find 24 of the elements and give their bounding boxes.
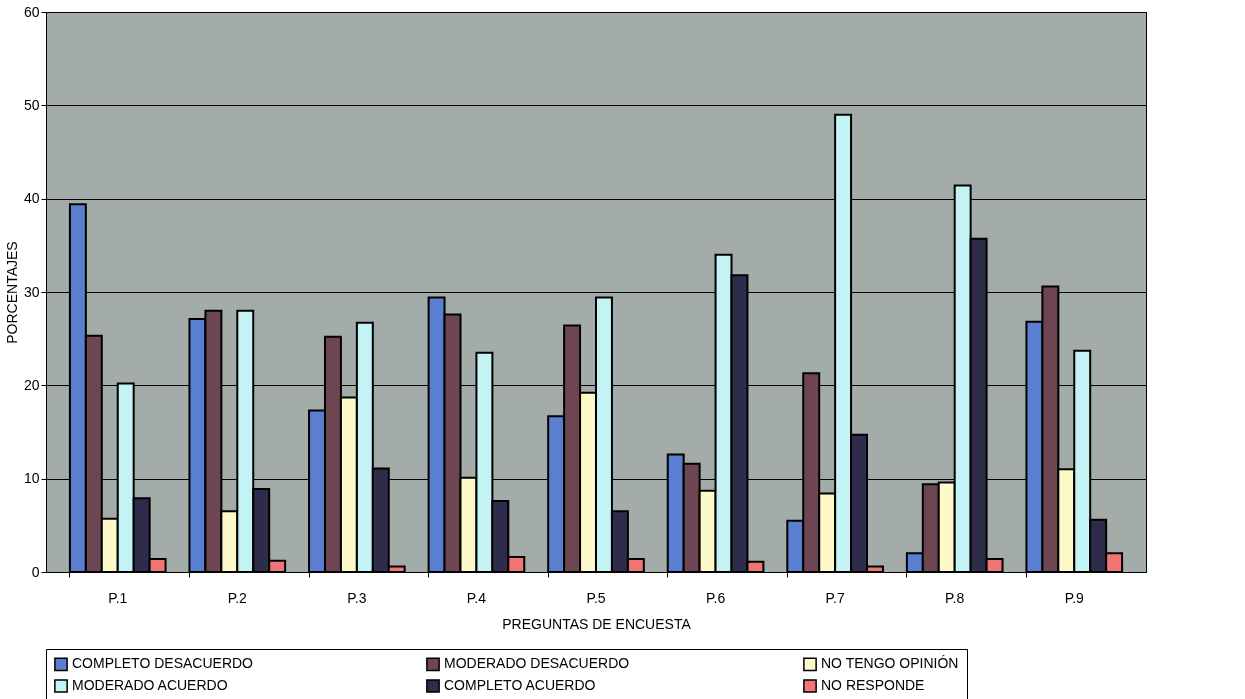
legend-label: NO TENGO OPINIÓN (821, 655, 959, 672)
x-tick-label: P.4 (466, 589, 487, 606)
legend-label: COMPLETO ACUERDO (444, 677, 596, 693)
legend-label: MODERADO ACUERDO (72, 677, 228, 693)
y-tick-label: 40 (23, 190, 40, 207)
y-tick-label: 10 (23, 470, 40, 487)
y-axis-title: PORCENTAJES (3, 241, 20, 344)
x-axis-title: PREGUNTAS DE ENCUESTA (502, 615, 692, 632)
y-tick-label: 0 (31, 563, 40, 580)
y-tick-label: 60 (23, 3, 40, 20)
legend-label: NO RESPONDE (821, 677, 925, 693)
y-tick-label: 20 (23, 376, 40, 393)
x-tick-label: P.1 (108, 589, 128, 606)
legend-label: MODERADO DESACUERDO (444, 655, 630, 672)
x-tick-label: P.2 (227, 589, 248, 606)
x-tick-label: P.8 (945, 589, 965, 606)
x-tick-label: P.5 (586, 589, 606, 606)
x-tick-label: P.7 (825, 589, 845, 606)
x-tick-label: P.9 (1064, 589, 1085, 606)
x-tick-label: P.3 (347, 589, 367, 606)
y-tick-label: 50 (23, 96, 40, 113)
x-tick-label: P.6 (705, 589, 726, 606)
legend-label: COMPLETO DESACUERDO (72, 655, 254, 672)
y-tick-label: 30 (23, 283, 40, 300)
